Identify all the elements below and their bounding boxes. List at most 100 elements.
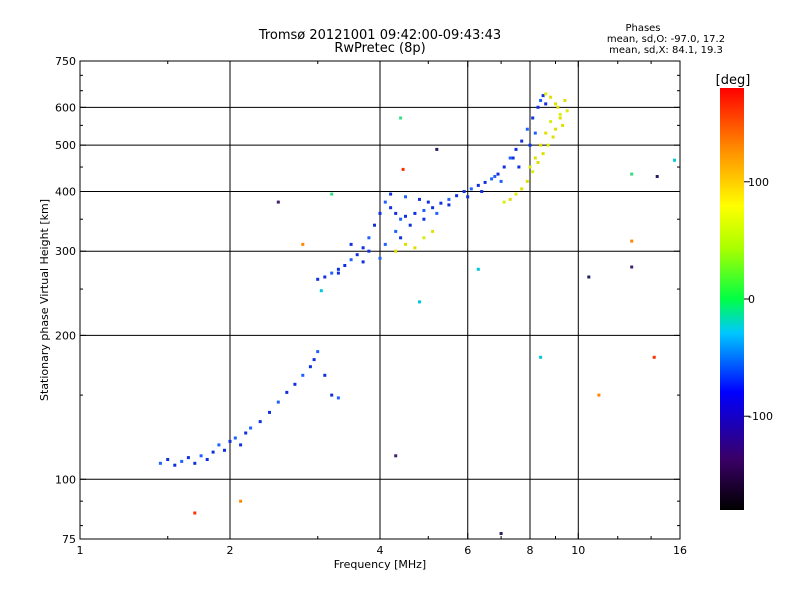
data-points — [158, 92, 676, 535]
data-point — [394, 211, 398, 215]
data-point — [597, 393, 601, 397]
x-tick-label: 6 — [464, 544, 471, 557]
data-point — [249, 426, 253, 430]
y-tick-label: 500 — [55, 139, 76, 152]
data-point — [389, 192, 393, 196]
data-point — [431, 206, 435, 210]
data-point — [528, 165, 532, 169]
data-point — [378, 211, 382, 215]
data-point — [426, 200, 430, 204]
data-point — [312, 358, 316, 362]
x-tick-label: 4 — [377, 544, 384, 557]
data-point — [205, 458, 209, 461]
data-point — [483, 180, 487, 184]
data-point — [158, 461, 162, 465]
data-point — [394, 229, 398, 233]
stats-line-x: mean, sd,X: 84.1, 19.3 — [609, 45, 723, 56]
data-point — [349, 258, 353, 262]
data-point — [511, 156, 515, 160]
data-point — [673, 158, 676, 162]
data-point — [469, 187, 473, 191]
data-point — [285, 390, 289, 394]
data-point — [361, 260, 365, 264]
data-point — [496, 172, 500, 176]
data-point — [166, 458, 170, 461]
data-point — [544, 131, 548, 135]
data-point — [268, 410, 271, 414]
data-point — [536, 161, 540, 164]
data-point — [413, 211, 417, 215]
data-point — [462, 190, 466, 193]
data-point — [539, 355, 543, 359]
data-point — [520, 187, 524, 191]
x-tick-label: 16 — [673, 544, 687, 557]
data-point — [217, 443, 221, 447]
data-point — [544, 92, 548, 96]
data-point — [394, 454, 398, 458]
data-point — [539, 143, 543, 147]
x-axis: 1 2 4 6 8 10 16 — [77, 61, 687, 557]
colorbar — [720, 88, 744, 510]
data-point — [193, 511, 197, 515]
y-axis: 75 100 200 300 400 500 600 750 — [55, 55, 680, 546]
colorbar-tick-label: -100 — [748, 410, 773, 423]
colorbar-tick-label: 100 — [748, 176, 769, 189]
data-point — [180, 459, 184, 463]
data-point — [630, 239, 634, 243]
data-point — [539, 99, 543, 102]
data-point — [404, 214, 407, 218]
data-point — [336, 267, 340, 271]
data-point — [546, 143, 550, 147]
data-point — [330, 192, 334, 196]
data-point — [418, 197, 421, 201]
data-point — [561, 123, 565, 127]
data-point — [447, 203, 451, 207]
data-point — [389, 206, 393, 210]
data-point — [466, 195, 470, 199]
data-point — [533, 131, 537, 135]
chart-subtitle: RwPretec (8p) — [334, 41, 425, 56]
data-point — [336, 396, 340, 400]
data-point — [401, 167, 405, 171]
data-point — [276, 200, 280, 204]
y-tick-label: 600 — [55, 101, 76, 114]
y-tick-label: 200 — [55, 329, 76, 342]
data-point — [435, 147, 439, 151]
data-point — [316, 350, 320, 354]
data-point — [630, 265, 634, 269]
data-point — [186, 456, 190, 460]
data-point — [536, 105, 540, 109]
data-point — [544, 102, 548, 106]
data-point — [399, 236, 403, 240]
data-point — [301, 373, 305, 377]
data-point — [394, 249, 398, 253]
data-point — [336, 271, 340, 275]
data-point — [193, 461, 197, 465]
data-point — [525, 127, 529, 131]
data-point — [399, 217, 403, 221]
data-point — [476, 267, 480, 271]
grid — [80, 61, 680, 539]
data-point — [480, 190, 484, 193]
data-point — [361, 246, 365, 250]
data-point — [308, 365, 312, 369]
y-tick-label: 100 — [55, 473, 76, 486]
data-point — [323, 373, 327, 377]
data-point — [630, 172, 634, 176]
data-point — [549, 95, 553, 99]
data-point — [514, 192, 518, 196]
data-point — [563, 99, 567, 102]
data-point — [316, 277, 320, 281]
data-point — [367, 249, 371, 253]
data-point — [556, 105, 560, 109]
data-point — [499, 532, 503, 535]
data-point — [422, 217, 426, 221]
data-point — [525, 179, 529, 183]
data-point — [554, 102, 557, 106]
x-tick-label: 10 — [571, 544, 585, 557]
y-tick-label: 300 — [55, 245, 76, 258]
data-point — [447, 197, 451, 201]
data-point — [520, 139, 524, 143]
data-point — [199, 454, 203, 458]
